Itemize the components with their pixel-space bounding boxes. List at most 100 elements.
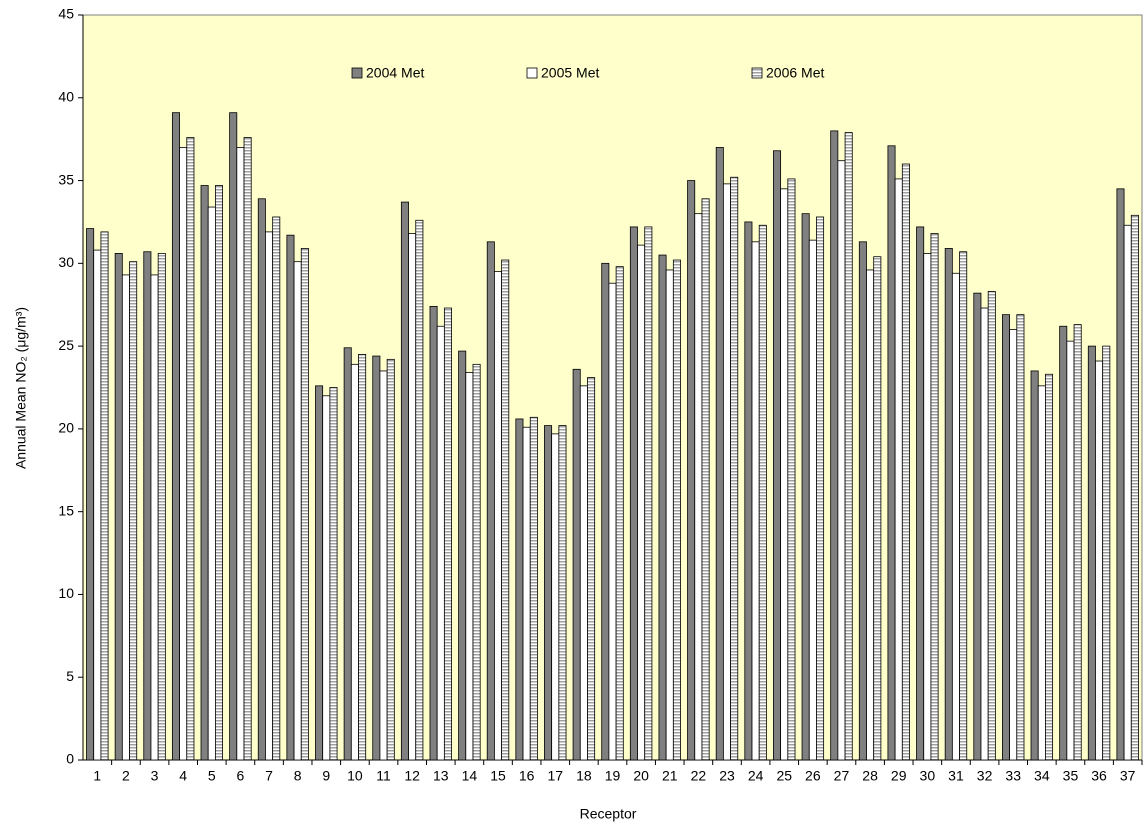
legend-swatch [526,67,538,79]
bar [1123,224,1132,761]
x-tick-label: 9 [322,768,330,784]
bar [322,395,331,761]
bar [86,228,95,761]
bar [980,307,989,761]
bar [243,137,252,761]
bar [887,145,896,761]
bar [93,249,102,761]
bar [1102,345,1111,761]
bar [694,213,703,761]
bar [315,385,324,761]
bar [436,325,445,761]
x-tick-label: 33 [1005,768,1021,784]
bar [801,213,810,761]
bar [429,305,438,761]
bar [458,350,467,761]
x-tick-label: 7 [265,768,273,784]
bar [443,307,452,761]
bar [930,233,939,761]
x-tick-label: 36 [1091,768,1107,784]
bar [329,387,338,761]
bar [293,261,302,761]
bar [472,363,481,761]
bar [1009,329,1018,761]
bar [186,137,195,761]
legend-swatch [751,67,763,79]
bar [780,188,789,761]
bar [866,269,875,761]
bar [386,358,395,761]
x-tick-label: 2 [122,768,130,784]
bar [494,271,503,761]
bar [358,353,367,761]
x-tick-label: 19 [605,768,621,784]
bar [551,433,560,761]
bar [379,370,388,761]
bar [415,219,424,761]
bar [637,244,646,761]
y-tick-label: 0 [66,751,74,767]
bar [830,130,839,761]
bar [701,198,710,761]
bar [758,224,767,761]
bar [973,292,982,761]
x-tick-label: 14 [462,768,478,784]
legend-label: 2004 Met [366,65,424,81]
bar [608,282,617,761]
bar [1073,324,1082,761]
bar [665,269,674,761]
bar [916,226,925,761]
bar [207,206,216,761]
bar [1002,314,1011,761]
x-tick-label: 8 [294,768,302,784]
y-tick-label: 45 [58,6,74,22]
bar [944,248,953,761]
x-tick-label: 1 [93,768,101,784]
bar [236,147,245,761]
bar [350,363,359,761]
x-tick-label: 6 [237,768,245,784]
bar [844,132,853,761]
bar [1116,188,1125,761]
bar [157,252,166,761]
bar [1030,370,1039,761]
bar [522,426,531,761]
bar [529,416,538,761]
bar [572,368,581,761]
bar [722,183,731,761]
bar [579,385,588,761]
bar [744,221,753,761]
bar [1066,340,1075,761]
x-tick-label: 17 [547,768,563,784]
bar [408,233,417,761]
bar [143,251,152,761]
bar [730,176,739,761]
bar [179,147,188,761]
x-tick-label: 37 [1120,768,1136,784]
x-tick-label: 21 [662,768,678,784]
bar [515,418,524,761]
bar [816,216,825,761]
bar [601,262,610,761]
bar [615,266,624,761]
bar [1130,214,1139,761]
y-tick-label: 20 [58,420,74,436]
bar [265,231,274,761]
x-tick-label: 28 [862,768,878,784]
bar [715,147,724,761]
bar [751,241,760,761]
bar [901,163,910,761]
bar [544,425,553,761]
y-tick-label: 25 [58,337,74,353]
bar [672,259,681,761]
bar [808,239,817,761]
bar [658,254,667,761]
x-tick-label: 18 [576,768,592,784]
bar [1095,360,1104,761]
bar [558,425,567,761]
x-axis-label: Receptor [580,806,637,822]
bar [400,201,409,761]
x-tick-label: 20 [633,768,649,784]
bar [1087,345,1096,761]
bar [773,150,782,761]
